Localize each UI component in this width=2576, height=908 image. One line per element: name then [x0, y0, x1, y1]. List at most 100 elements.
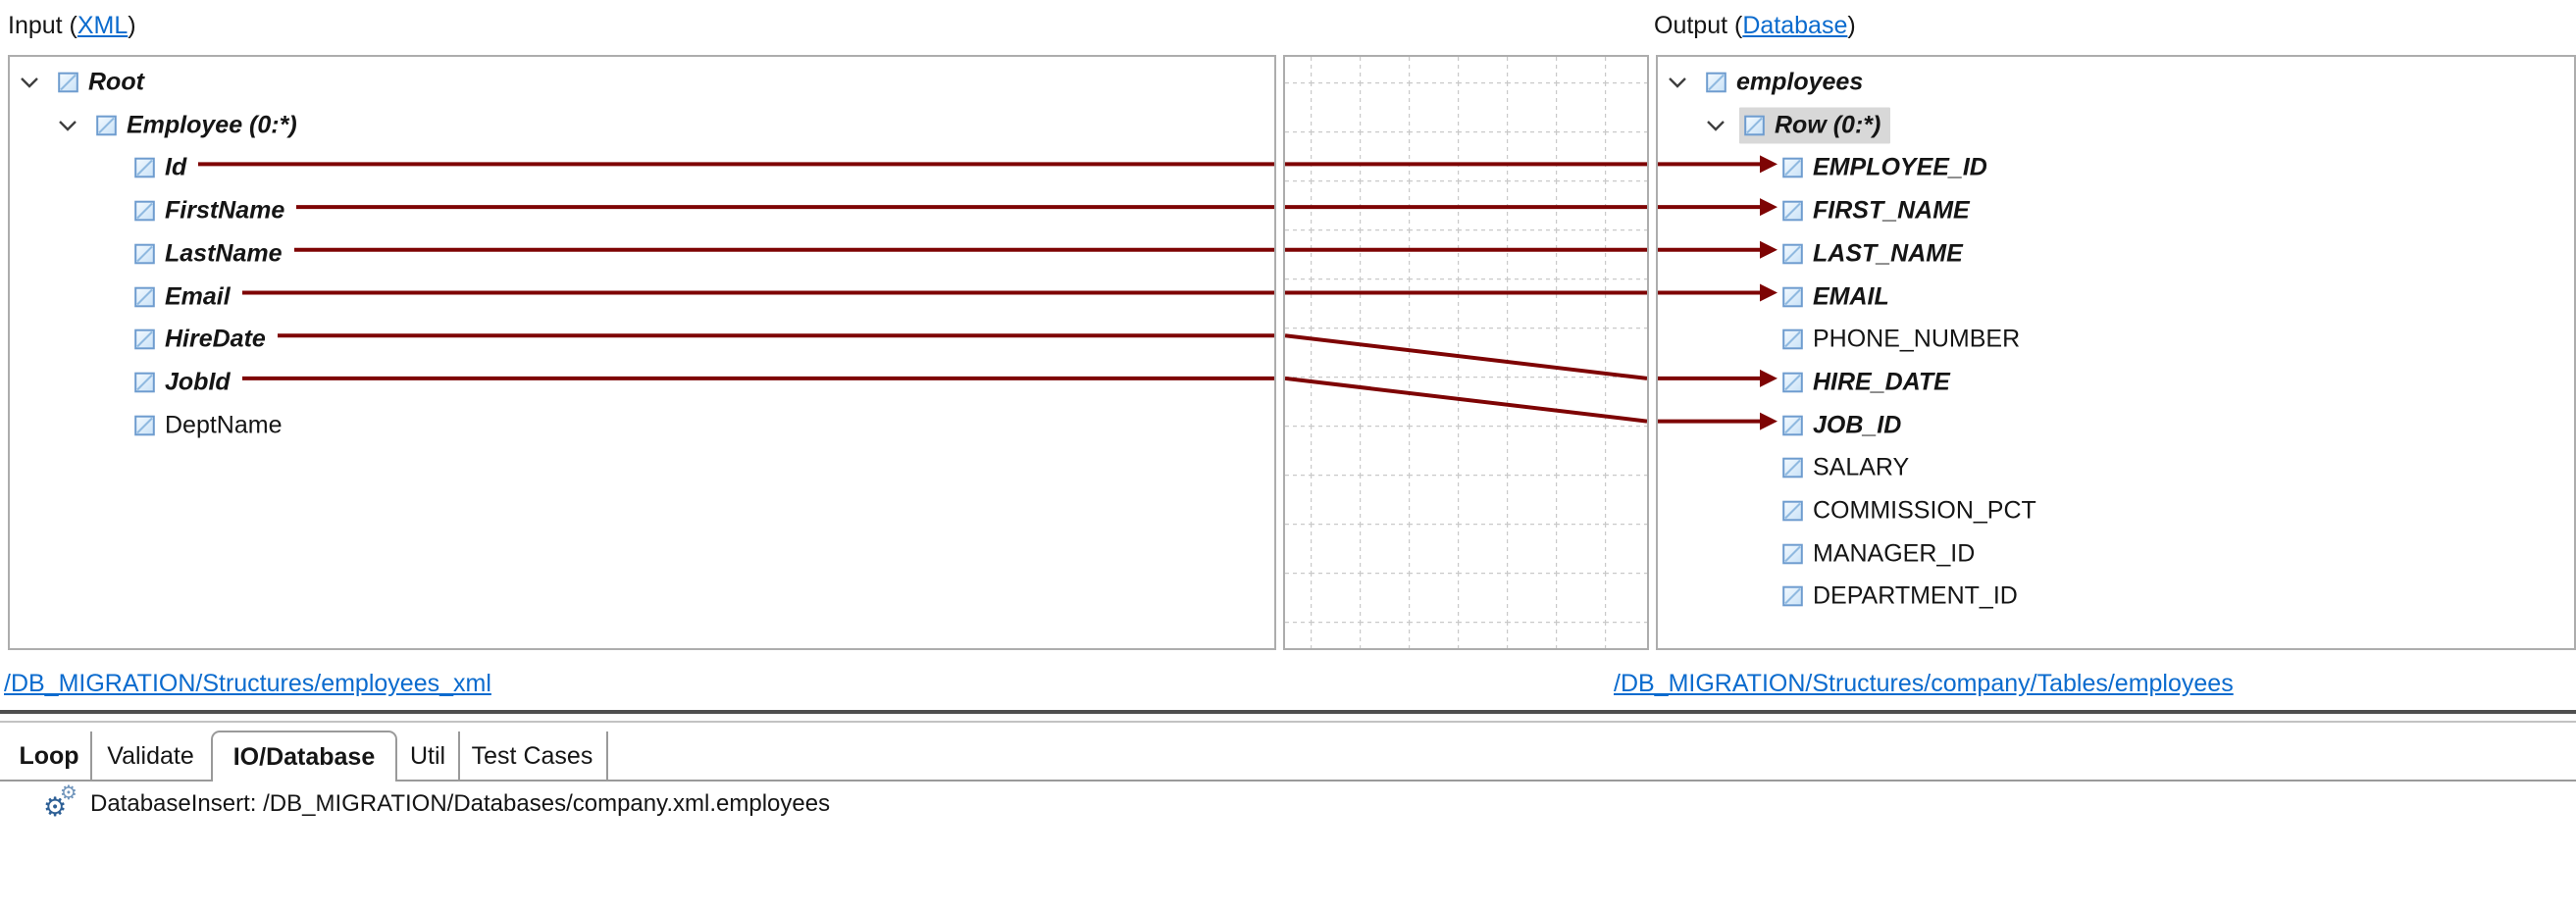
tree-node-body[interactable]: JobId [129, 364, 240, 400]
input-tree-panel: Root Employee (0:*) Id FirstName LastName Ema… [8, 55, 1276, 650]
element-icon [58, 72, 78, 93]
tree-node-id[interactable]: Id [10, 146, 1274, 189]
tree-node-label: EMPLOYEE_ID [1813, 153, 1987, 181]
element-icon [1782, 543, 1803, 564]
tree-node-body[interactable]: EMAIL [1777, 278, 1899, 315]
output-structure-link[interactable]: /DB_MIGRATION/Structures/company/Tables/… [1614, 670, 2234, 697]
tab-loop[interactable]: Loop [19, 741, 79, 770]
input-type-link[interactable]: XML [77, 12, 129, 39]
tree-node-body[interactable]: SALARY [1777, 450, 1919, 486]
tree-node-department_id[interactable]: DEPARTMENT_ID [1658, 575, 2574, 618]
tree-node-body[interactable]: HireDate [129, 322, 276, 358]
element-icon [1782, 243, 1803, 265]
mapping-canvas[interactable] [1283, 55, 1649, 650]
input-structure-link[interactable]: /DB_MIGRATION/Structures/employees_xml [4, 670, 491, 697]
tree-node-label: Root [88, 68, 144, 96]
tree-node-body[interactable]: LAST_NAME [1777, 235, 1973, 272]
tree-node-body[interactable]: FIRST_NAME [1777, 193, 1980, 229]
tree-node-body[interactable]: HIRE_DATE [1777, 364, 1960, 400]
tree-node-employee_id[interactable]: EMPLOYEE_ID [1658, 146, 2574, 189]
tree-node-label: Row (0:*) [1775, 111, 1881, 139]
tree-node-phone_number[interactable]: PHONE_NUMBER [1658, 318, 2574, 361]
database-insert-row[interactable]: ⚙ ⚙ DatabaseInsert: /DB_MIGRATION/Databa… [43, 781, 831, 824]
tree-node-body[interactable]: JOB_ID [1777, 407, 1911, 443]
tab-io-database[interactable]: IO/Database [211, 731, 397, 782]
tree-node-body[interactable]: Root [53, 65, 154, 101]
tree-node-body[interactable]: LastName [129, 235, 292, 272]
element-icon [134, 158, 155, 178]
tree-node-hiredate[interactable]: HireDate [10, 318, 1274, 361]
tree-node-label: DeptName [165, 411, 283, 439]
tree-node-label: employees [1736, 68, 1864, 96]
output-header: Output (Database) [1654, 12, 1856, 39]
tree-node-salary[interactable]: SALARY [1658, 446, 2574, 489]
tree-node-body[interactable]: MANAGER_ID [1777, 535, 1984, 572]
mapping-lines-grid [1285, 57, 1647, 648]
tab-util[interactable]: Util [409, 741, 446, 770]
tree-node-body[interactable]: Email [129, 278, 240, 315]
tree-node-root[interactable]: Root [10, 61, 1274, 104]
tree-node-body[interactable]: Employee (0:*) [91, 107, 307, 143]
tree-node-body[interactable]: EMPLOYEE_ID [1777, 150, 1997, 186]
chevron-down-icon[interactable] [20, 76, 39, 88]
tree-node-manager_id[interactable]: MANAGER_ID [1658, 532, 2574, 576]
element-icon [1782, 286, 1803, 307]
database-insert-label: DatabaseInsert: /DB_MIGRATION/Databases/… [90, 790, 831, 817]
tree-node-label: LastName [165, 239, 283, 268]
tree-node-commission_pct[interactable]: COMMISSION_PCT [1658, 489, 2574, 532]
tree-node-body[interactable]: FirstName [129, 193, 294, 229]
element-icon [134, 415, 155, 435]
element-icon [1782, 500, 1803, 522]
tree-node-label: Email [165, 282, 231, 310]
tree-node-first_name[interactable]: FIRST_NAME [1658, 189, 2574, 232]
gears-icon: ⚙ ⚙ [43, 781, 77, 823]
element-icon [1782, 415, 1803, 435]
tree-node-body[interactable]: DEPARTMENT_ID [1777, 579, 2028, 615]
chevron-down-icon[interactable] [1706, 120, 1726, 131]
element-icon [96, 115, 117, 135]
tree-node-employee-0[interactable]: Employee (0:*) [10, 104, 1274, 147]
tab-validate[interactable]: Validate [107, 741, 194, 770]
tree-node-label: MANAGER_ID [1813, 539, 1976, 568]
tree-node-hire_date[interactable]: HIRE_DATE [1658, 361, 2574, 404]
tree-node-jobid[interactable]: JobId [10, 361, 1274, 404]
tree-node-label: EMAIL [1813, 282, 1889, 310]
tab-separator [90, 731, 92, 781]
element-icon [1782, 328, 1803, 350]
tree-node-body[interactable]: Row (0:*) [1739, 107, 1891, 144]
chevron-down-icon[interactable] [1668, 76, 1687, 88]
tree-node-label: COMMISSION_PCT [1813, 496, 2036, 525]
tree-node-employees[interactable]: employees [1658, 61, 2574, 104]
tab-test-cases[interactable]: Test Cases [471, 741, 593, 770]
tree-node-body[interactable]: PHONE_NUMBER [1777, 322, 2030, 358]
tree-node-label: HireDate [165, 325, 266, 353]
tree-node-body[interactable]: DeptName [129, 407, 292, 443]
tree-node-firstname[interactable]: FirstName [10, 189, 1274, 232]
tree-node-label: PHONE_NUMBER [1813, 325, 2021, 353]
splitter-sash[interactable] [0, 710, 2576, 714]
tree-node-last_name[interactable]: LAST_NAME [1658, 232, 2574, 276]
element-icon [1782, 372, 1803, 393]
tree-node-label: DEPARTMENT_ID [1813, 581, 2018, 610]
input-header: Input (XML) [8, 12, 136, 39]
tree-node-row-0[interactable]: Row (0:*) [1658, 104, 2574, 147]
input-label: Input ( [8, 12, 77, 39]
element-icon [1706, 72, 1726, 93]
tab-separator [606, 731, 608, 781]
chevron-down-icon[interactable] [58, 120, 77, 131]
tree-node-email[interactable]: EMAIL [1658, 276, 2574, 319]
element-icon [134, 372, 155, 393]
tree-node-label: FirstName [165, 196, 285, 225]
output-type-link[interactable]: Database [1742, 12, 1848, 39]
tree-node-job_id[interactable]: JOB_ID [1658, 404, 2574, 447]
tree-node-label: Employee (0:*) [127, 111, 297, 139]
tree-node-email[interactable]: Email [10, 276, 1274, 319]
element-icon [1782, 586, 1803, 607]
tree-node-body[interactable]: Id [129, 150, 196, 186]
tree-node-deptname[interactable]: DeptName [10, 404, 1274, 447]
tree-node-body[interactable]: employees [1701, 65, 1873, 101]
tree-node-body[interactable]: COMMISSION_PCT [1777, 493, 2046, 530]
tab-separator [458, 731, 460, 781]
tree-node-lastname[interactable]: LastName [10, 232, 1274, 276]
